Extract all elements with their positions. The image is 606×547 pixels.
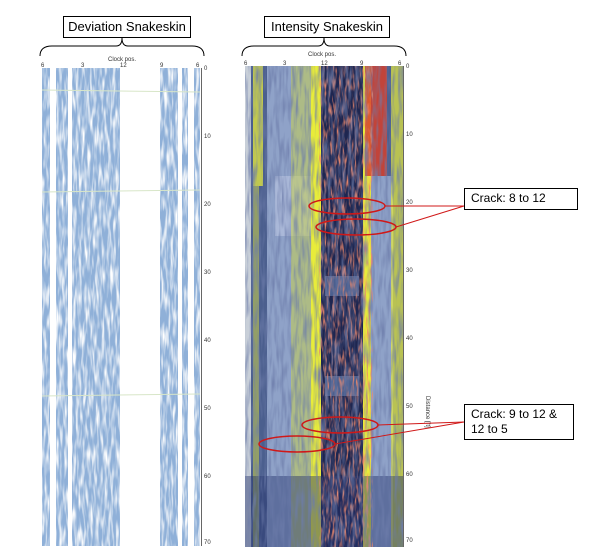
intensity-snakeskin-image <box>245 66 403 547</box>
crack2-leader-upper <box>377 421 465 426</box>
deviation-depth-tick: 40 <box>204 338 211 344</box>
deviation-depth-tick: 20 <box>204 202 211 208</box>
deviation-brace <box>39 37 205 57</box>
crack1-leader-lower <box>395 205 465 228</box>
deviation-depth-axis-line <box>201 68 202 546</box>
deviation-x-tick: 3 <box>81 63 85 69</box>
deviation-depth-tick: 30 <box>204 270 211 276</box>
deviation-depth-tick: 70 <box>204 540 211 546</box>
intensity-brace <box>241 37 407 57</box>
crack2-ellipse-lower <box>258 435 336 453</box>
crack2-leader-lower <box>334 421 465 445</box>
crack1-callout: Crack: 8 to 12 <box>464 188 578 210</box>
deviation-depth-tick: 60 <box>204 474 211 480</box>
intensity-depth-tick: 20 <box>406 200 413 206</box>
intensity-depth-tick: 50 <box>406 404 413 410</box>
intensity-x-axis-title: Clock pos. <box>308 52 337 58</box>
crack1-ellipse-lower <box>315 218 397 236</box>
intensity-depth-tick: 30 <box>406 268 413 274</box>
deviation-depth-tick: 10 <box>204 134 211 140</box>
deviation-x-tick: 9 <box>160 63 164 69</box>
intensity-depth-tick: 10 <box>406 132 413 138</box>
intensity-x-tick: 6 <box>398 61 402 67</box>
crack1-ellipse-upper <box>308 197 386 215</box>
crack2-ellipse-upper <box>301 416 379 434</box>
intensity-depth-tick: 70 <box>406 538 413 544</box>
deviation-depth-tick: 50 <box>204 406 211 412</box>
intensity-depth-tick: 60 <box>406 472 413 478</box>
deviation-depth-tick: 0 <box>204 66 208 72</box>
intensity-x-tick: 6 <box>244 61 248 67</box>
intensity-x-tick: 3 <box>283 61 287 67</box>
deviation-x-tick: 6 <box>196 63 200 69</box>
intensity-x-tick: 12 <box>321 61 328 67</box>
deviation-snakeskin-image <box>42 68 200 546</box>
intensity-title: Intensity Snakeskin <box>264 16 390 38</box>
deviation-title: Deviation Snakeskin <box>63 16 191 38</box>
intensity-x-tick: 9 <box>360 61 364 67</box>
deviation-x-axis-title: Clock pos. <box>108 57 137 63</box>
crack2-callout: Crack: 9 to 12 & 12 to 5 <box>464 404 574 440</box>
deviation-x-tick: 6 <box>41 63 45 69</box>
intensity-depth-axis-line <box>403 66 404 547</box>
intensity-depth-tick: 40 <box>406 336 413 342</box>
intensity-depth-tick: 0 <box>406 64 410 70</box>
deviation-x-tick: 12 <box>120 63 127 69</box>
